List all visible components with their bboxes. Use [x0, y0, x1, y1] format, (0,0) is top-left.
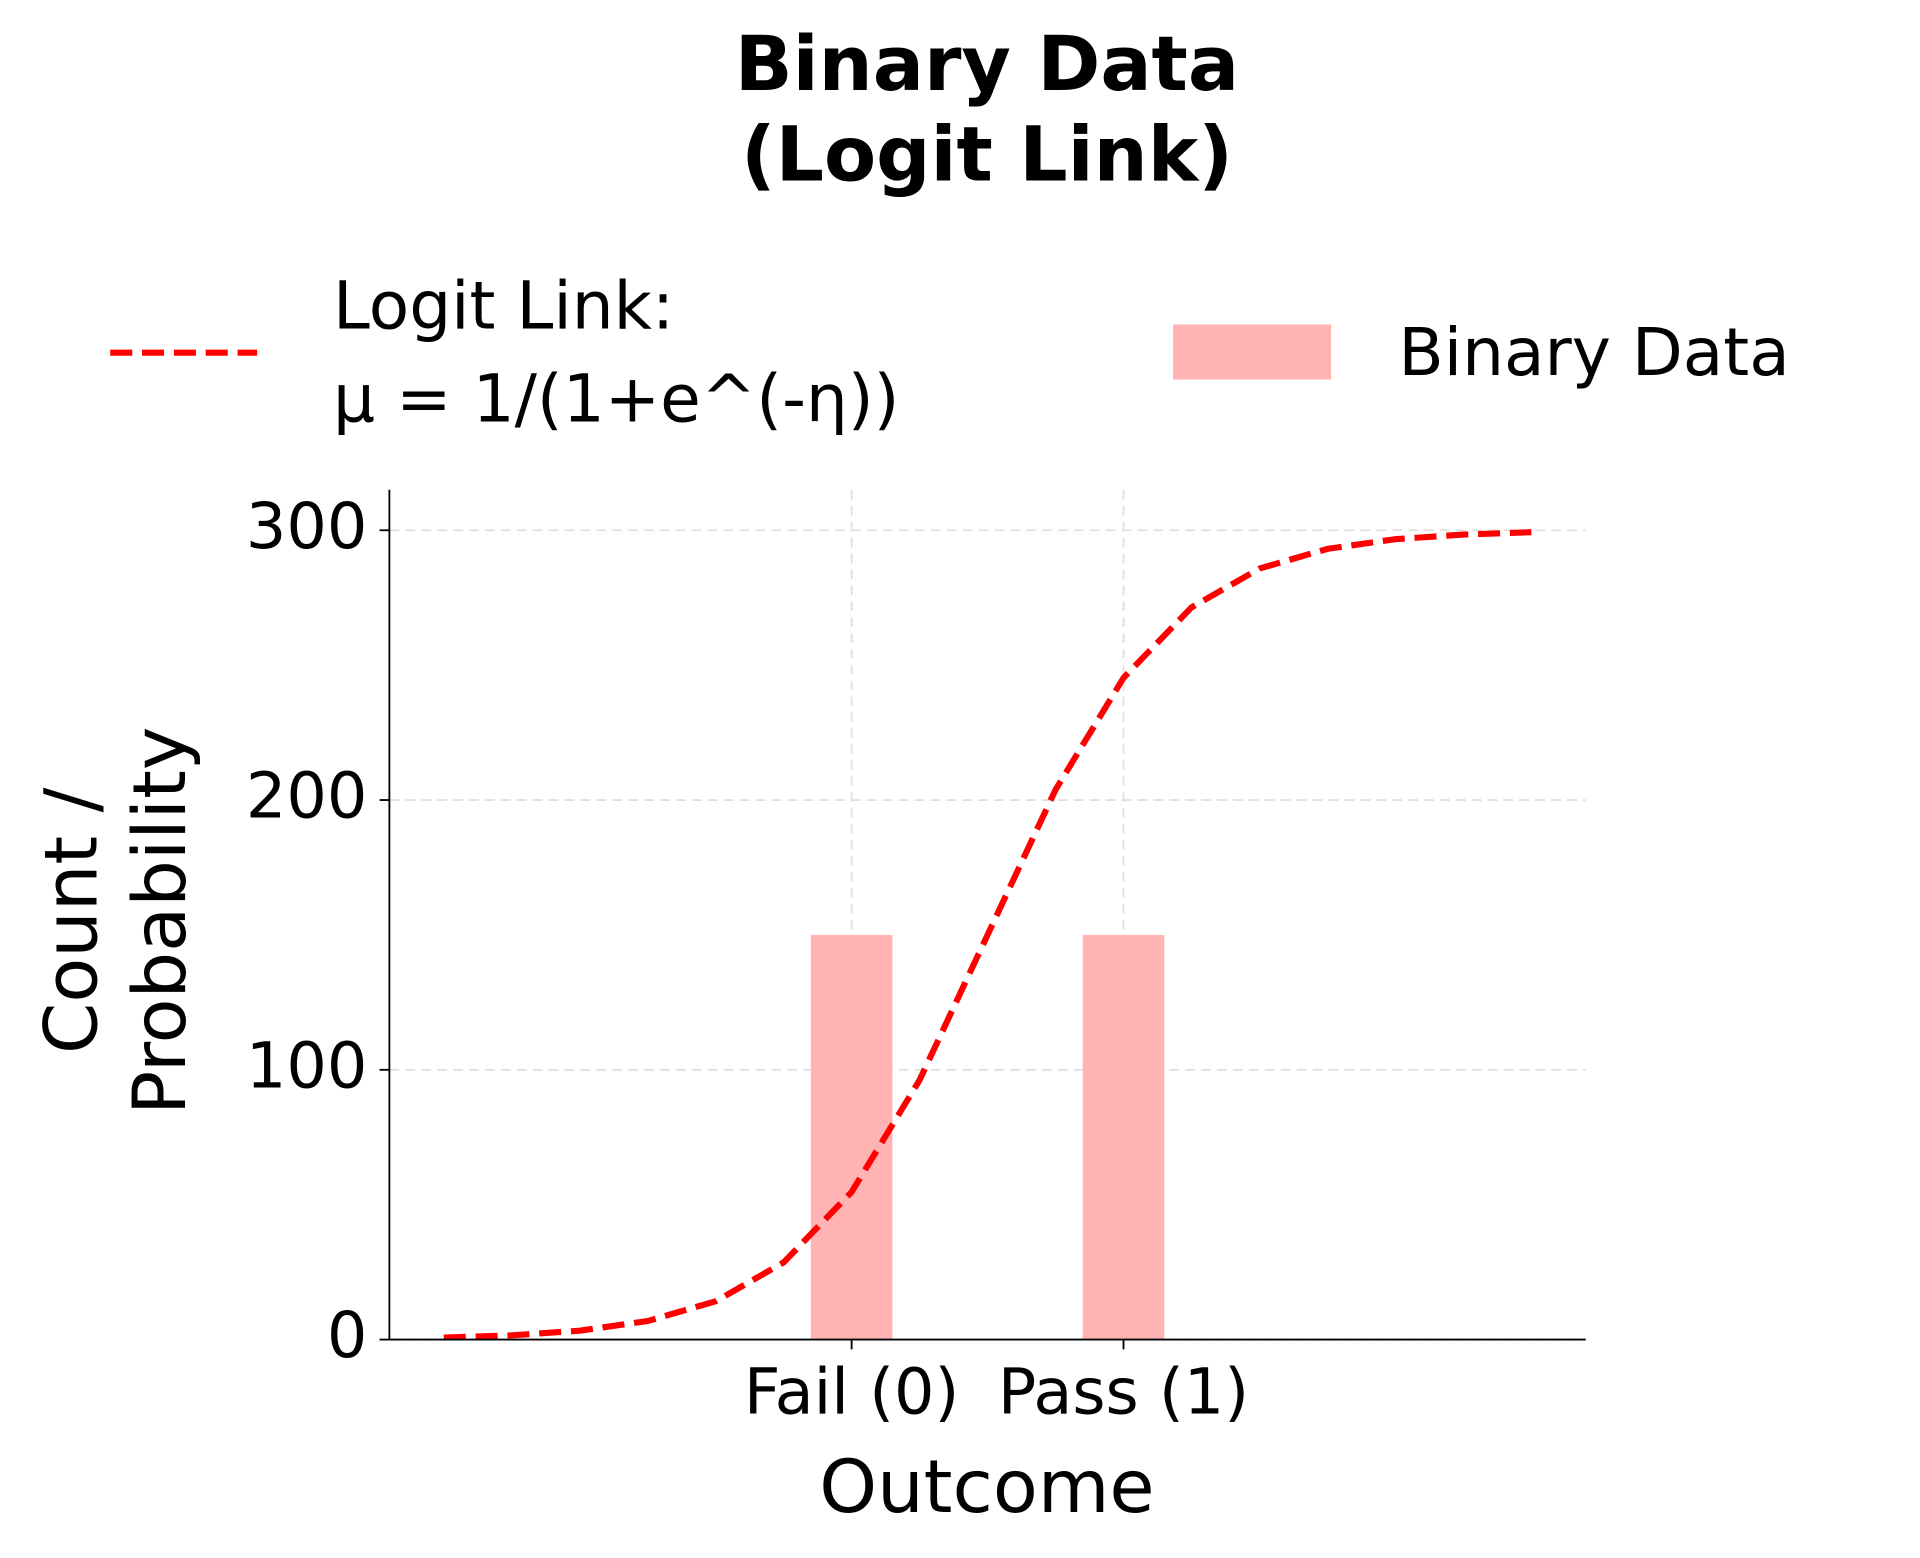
- x-tick-label: Fail (0): [744, 1355, 960, 1429]
- chart-title: Binary Data (Logit Link): [734, 19, 1240, 200]
- y-tick-label: 100: [246, 1029, 368, 1103]
- legend-label: Binary Data: [1398, 313, 1790, 391]
- y-axis-label: Count / Probability: [29, 726, 204, 1116]
- x-tick-label: Pass (1): [998, 1355, 1249, 1429]
- y-tick-label: 200: [246, 760, 368, 834]
- y-tick-label: 0: [327, 1299, 368, 1373]
- y-tick-label: 300: [246, 490, 368, 564]
- legend-label: Logit Link: μ = 1/(1+e^(-η)): [333, 267, 900, 438]
- bar: [810, 934, 893, 1340]
- bar: [1082, 934, 1165, 1340]
- x-axis-label: Outcome: [819, 1444, 1155, 1531]
- legend-swatch: [1173, 324, 1332, 380]
- line: [443, 529, 1532, 1341]
